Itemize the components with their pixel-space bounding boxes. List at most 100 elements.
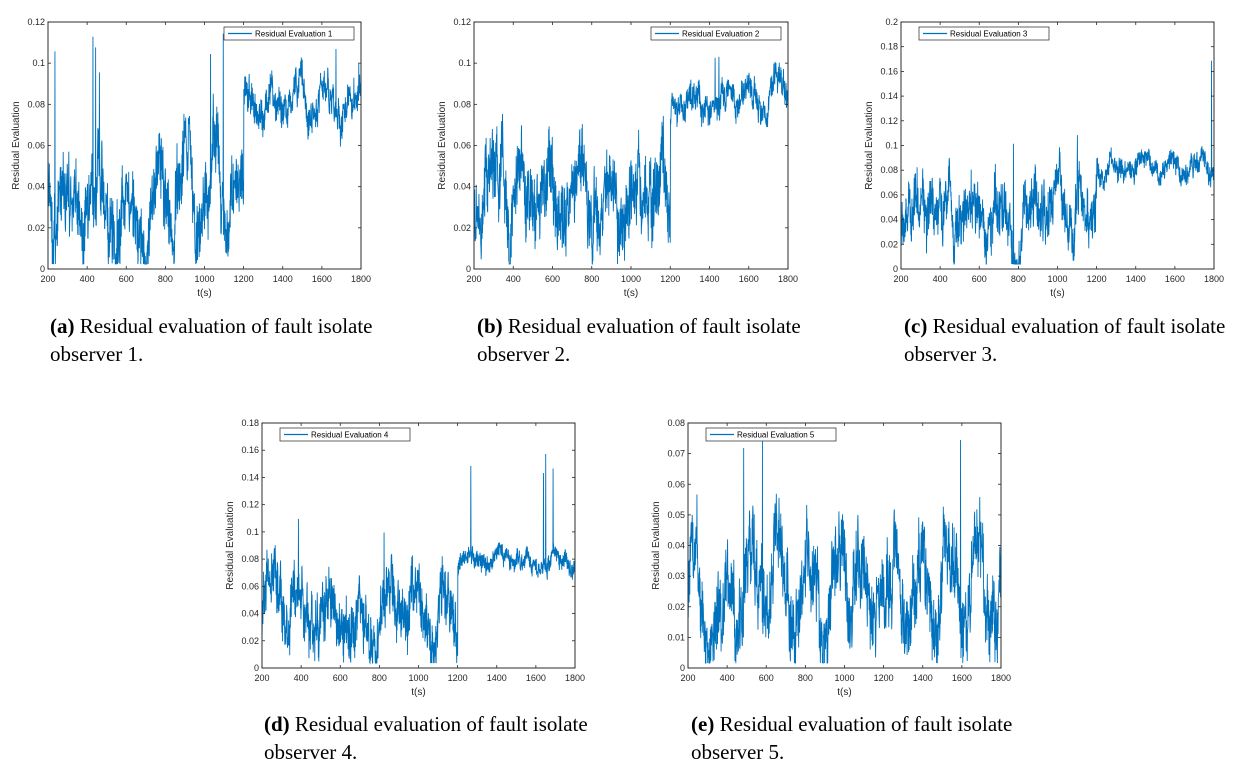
y-tick-label: 0.12 xyxy=(241,500,259,510)
y-axis-label: Residual Evaluation xyxy=(11,101,22,189)
x-tick-label: 800 xyxy=(372,673,387,683)
y-tick-label: 0.06 xyxy=(241,581,259,591)
x-tick-label: 200 xyxy=(254,673,269,683)
chart-e: 200 400 600 800 1000 1200 1400 1600 1800 0 0.01 0.0… xyxy=(651,418,1011,698)
x-axis-label: t(s) xyxy=(624,288,638,299)
caption-text-d: Residual evaluation of fault isolate obs… xyxy=(264,712,588,764)
x-tick-label: 200 xyxy=(893,274,908,284)
x-axis-label: t(s) xyxy=(837,687,851,698)
y-tick-label: 0.18 xyxy=(880,42,898,52)
x-tick-label: 1200 xyxy=(448,673,468,683)
legend-label: Residual Evaluation 4 xyxy=(311,431,389,440)
legend-label: Residual Evaluation 2 xyxy=(682,30,760,39)
x-tick-label: 600 xyxy=(333,673,348,683)
series-line-c xyxy=(900,60,1215,265)
x-tick-label: 1800 xyxy=(778,274,798,284)
y-tick-label: 0.1 xyxy=(885,141,898,151)
y-tick-label: 0.14 xyxy=(880,91,898,101)
caption-text-c: Residual evaluation of fault isolate obs… xyxy=(904,314,1226,366)
caption-c: (c) Residual evaluation of fault isolate… xyxy=(904,312,1234,368)
x-tick-label: 400 xyxy=(294,673,309,683)
legend-label: Residual Evaluation 1 xyxy=(255,30,333,39)
x-tick-label: 400 xyxy=(720,673,735,683)
x-tick-label: 1400 xyxy=(273,274,293,284)
x-tick-label: 200 xyxy=(466,274,481,284)
x-tick-label: 400 xyxy=(506,274,521,284)
y-tick-label: 0.02 xyxy=(667,602,685,612)
y-tick-label: 0.06 xyxy=(667,479,685,489)
y-tick-label: 0.04 xyxy=(27,182,45,192)
y-tick-label: 0.04 xyxy=(667,541,685,551)
x-tick-label: 1400 xyxy=(699,274,719,284)
y-tick-label: 0.12 xyxy=(453,17,471,27)
y-tick-label: 0.12 xyxy=(27,17,45,27)
plot-area xyxy=(900,21,1215,270)
series-line-d xyxy=(261,453,576,665)
x-axis-label: t(s) xyxy=(197,288,211,299)
caption-label-e: (e) xyxy=(691,712,715,736)
caption-a: (a) Residual evaluation of fault isolate… xyxy=(50,312,380,368)
y-tick-label: 0.1 xyxy=(32,58,45,68)
y-tick-label: 0.05 xyxy=(667,510,685,520)
x-tick-label: 200 xyxy=(680,673,695,683)
x-tick-label: 800 xyxy=(1011,274,1026,284)
y-tick-label: 0.04 xyxy=(453,182,471,192)
x-tick-label: 600 xyxy=(119,274,134,284)
x-tick-label: 600 xyxy=(545,274,560,284)
y-tick-label: 0.18 xyxy=(241,418,259,428)
chart-panel-b: 200 400 600 800 1000 1200 1400 1600 1800 0 0.02 0.0… xyxy=(425,0,805,370)
series-line-b xyxy=(473,56,789,265)
y-tick-label: 0.1 xyxy=(458,58,471,68)
y-tick-label: 0.08 xyxy=(667,418,685,428)
x-tick-label: 1000 xyxy=(621,274,641,284)
x-tick-label: 1400 xyxy=(487,673,507,683)
y-tick-label: 0.14 xyxy=(241,472,259,482)
y-tick-label: 0.02 xyxy=(241,636,259,646)
y-tick-label: 0 xyxy=(40,264,45,274)
x-tick-label: 1800 xyxy=(351,274,371,284)
legend-box xyxy=(705,427,837,442)
legend-label: Residual Evaluation 5 xyxy=(737,431,815,440)
plot-area xyxy=(47,21,362,270)
y-tick-label: 0.04 xyxy=(241,609,259,619)
series-line-e xyxy=(687,440,1002,664)
x-tick-label: 1800 xyxy=(1204,274,1224,284)
y-tick-label: 0.1 xyxy=(246,527,259,537)
x-tick-label: 1000 xyxy=(834,673,854,683)
legend-box xyxy=(279,427,411,442)
x-tick-label: 200 xyxy=(40,274,55,284)
y-tick-label: 0.02 xyxy=(880,239,898,249)
x-tick-label: 1400 xyxy=(913,673,933,683)
x-tick-label: 1000 xyxy=(408,673,428,683)
y-tick-label: 0.2 xyxy=(885,17,898,27)
chart-b: 200 400 600 800 1000 1200 1400 1600 1800 0 0.02 0.0… xyxy=(437,17,798,299)
y-tick-label: 0.08 xyxy=(241,554,259,564)
legend-box xyxy=(918,26,1050,41)
x-tick-label: 600 xyxy=(759,673,774,683)
y-tick-label: 0 xyxy=(893,264,898,274)
x-tick-label: 1600 xyxy=(1165,274,1185,284)
y-tick-label: 0.12 xyxy=(880,116,898,126)
chart-panel-a: 200 400 600 800 1000 1200 1400 1600 1800 0 0.02 0.0… xyxy=(0,0,380,370)
x-tick-label: 1200 xyxy=(874,673,894,683)
x-tick-label: 400 xyxy=(933,274,948,284)
y-tick-label: 0.02 xyxy=(453,223,471,233)
y-axis-label: Residual Evaluation xyxy=(225,501,236,589)
x-tick-label: 600 xyxy=(972,274,987,284)
x-tick-label: 800 xyxy=(798,673,813,683)
legend-box xyxy=(223,26,355,41)
x-tick-label: 800 xyxy=(584,274,599,284)
y-tick-label: 0.08 xyxy=(880,165,898,175)
y-tick-label: 0.08 xyxy=(27,99,45,109)
caption-label-c: (c) xyxy=(904,314,928,338)
x-tick-label: 1600 xyxy=(526,673,546,683)
x-axis-label: t(s) xyxy=(411,687,425,698)
caption-label-a: (a) xyxy=(50,314,75,338)
chart-panel-d: 200 400 600 800 1000 1200 1400 1600 1800 0 0.02 0.0… xyxy=(215,405,595,781)
x-tick-label: 800 xyxy=(158,274,173,284)
x-tick-label: 1800 xyxy=(565,673,585,683)
x-tick-label: 1200 xyxy=(234,274,254,284)
y-tick-label: 0.03 xyxy=(667,571,685,581)
y-axis-label: Residual Evaluation xyxy=(864,101,875,189)
x-tick-label: 400 xyxy=(80,274,95,284)
